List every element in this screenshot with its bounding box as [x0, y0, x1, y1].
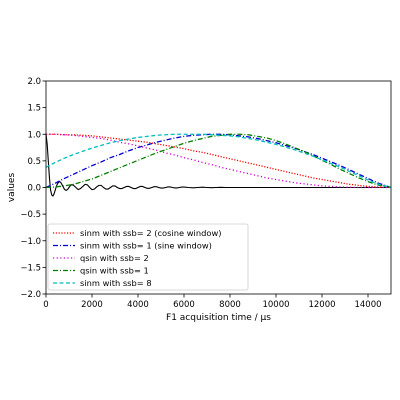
legend-label-2: sinm with ssb= 1 (sine window) — [80, 241, 212, 251]
legend: sinm with ssb= 2 (cosine window) sinm wit… — [47, 223, 249, 291]
series-line-5 — [45, 133, 392, 189]
signal-layer — [45, 134, 391, 197]
y-tick-label: 0.0 — [27, 184, 41, 194]
plot-area — [45, 133, 392, 197]
legend-label-4: qsin with ssb= 1 — [80, 266, 149, 276]
series-layer — [45, 133, 392, 189]
x-axis-ticks: 0 2000 4000 6000 8000 10000 12000 14000 — [43, 294, 382, 310]
series-line-3 — [46, 133, 391, 189]
x-tick-label: 0 — [43, 300, 48, 310]
y-axis-ticks: −2.0 −1.5 −1.0 −0.5 0.0 0.5 1.0 1.5 2.0 — [20, 77, 46, 300]
legend-label-5: sinm with ssb= 8 — [80, 278, 152, 288]
legend-label-1: sinm with ssb= 2 (cosine window) — [80, 228, 221, 238]
series-line-2 — [45, 133, 392, 189]
y-axis-label: values — [7, 173, 17, 203]
legend-label-3: qsin with ssb= 2 — [80, 253, 149, 263]
x-tick-label: 10000 — [262, 300, 289, 310]
x-tick-label: 14000 — [354, 300, 381, 310]
signal-line — [45, 134, 391, 197]
x-tick-label: 2000 — [81, 300, 103, 310]
y-tick-label: −2.0 — [20, 290, 41, 300]
series-line-4 — [45, 133, 392, 189]
y-tick-label: −1.0 — [20, 237, 41, 247]
y-tick-label: −0.5 — [20, 210, 41, 220]
x-tick-label: 12000 — [308, 300, 335, 310]
legend-box — [47, 223, 249, 291]
x-tick-label: 4000 — [127, 300, 149, 310]
y-tick-label: 0.5 — [27, 157, 41, 167]
y-tick-label: −1.5 — [20, 263, 41, 273]
series-line-1 — [46, 133, 392, 189]
x-axis-label: F1 acquisition time / µs — [166, 313, 271, 323]
x-tick-label: 6000 — [173, 300, 195, 310]
legend-entries: sinm with ssb= 2 (cosine window) sinm wit… — [53, 228, 221, 288]
y-tick-label: 2.0 — [27, 77, 41, 87]
y-tick-label: 1.5 — [27, 104, 41, 114]
x-tick-label: 8000 — [219, 300, 241, 310]
y-tick-label: 1.0 — [27, 130, 41, 140]
